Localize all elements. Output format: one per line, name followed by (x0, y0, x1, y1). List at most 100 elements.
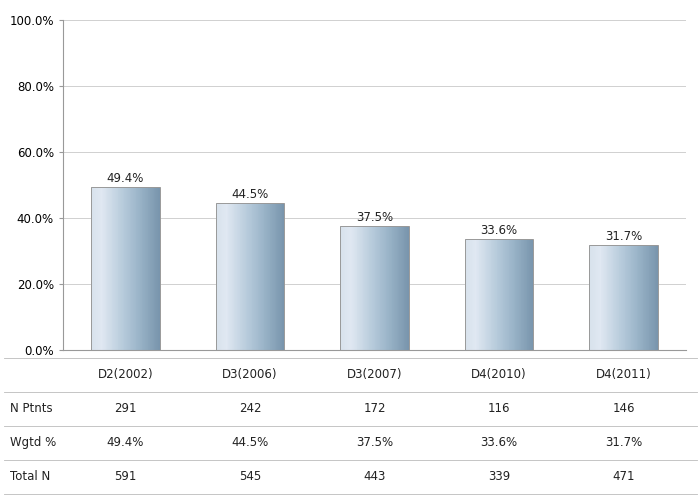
Bar (627, 246, 628, 350)
Bar (247, 203, 248, 350)
Bar (506, 239, 507, 350)
Bar (465, 239, 533, 350)
Bar (126, 187, 127, 350)
Bar (148, 187, 149, 350)
Bar (370, 226, 371, 350)
Text: 172: 172 (363, 402, 386, 415)
Bar (621, 246, 622, 350)
Bar (257, 203, 258, 350)
Bar (629, 246, 630, 350)
Bar (242, 203, 243, 350)
Bar (624, 246, 625, 350)
Bar (139, 187, 140, 350)
Bar (347, 226, 348, 350)
Bar (531, 239, 532, 350)
Bar (502, 239, 503, 350)
Bar (254, 203, 255, 350)
Bar (653, 246, 654, 350)
Text: 37.5%: 37.5% (356, 436, 393, 449)
Bar (256, 203, 257, 350)
Bar (374, 226, 375, 350)
Bar (642, 246, 643, 350)
Bar (258, 203, 259, 350)
Bar (260, 203, 261, 350)
Bar (377, 226, 378, 350)
Bar (522, 239, 523, 350)
Bar (589, 246, 590, 350)
Bar (269, 203, 270, 350)
Bar (596, 246, 597, 350)
Bar (228, 203, 230, 350)
Bar (650, 246, 651, 350)
Bar (92, 187, 94, 350)
Bar (510, 239, 511, 350)
Bar (635, 246, 636, 350)
Bar (487, 239, 488, 350)
Bar (147, 187, 148, 350)
Bar (272, 203, 273, 350)
Bar (529, 239, 530, 350)
Bar (589, 246, 658, 350)
Bar (259, 203, 260, 350)
Bar (651, 246, 652, 350)
Bar (222, 203, 223, 350)
Bar (490, 239, 491, 350)
Bar (244, 203, 245, 350)
Bar (491, 239, 492, 350)
Bar (626, 246, 627, 350)
Bar (469, 239, 470, 350)
Bar (140, 187, 141, 350)
Bar (103, 187, 104, 350)
Bar (102, 187, 103, 350)
Bar (157, 187, 158, 350)
Bar (236, 203, 237, 350)
Bar (619, 246, 620, 350)
Bar (393, 226, 394, 350)
Bar (525, 239, 526, 350)
Bar (382, 226, 383, 350)
Bar (149, 187, 150, 350)
Bar (217, 203, 218, 350)
Bar (633, 246, 634, 350)
Bar (498, 239, 499, 350)
Bar (245, 203, 246, 350)
Bar (132, 187, 133, 350)
Bar (477, 239, 479, 350)
Bar (528, 239, 529, 350)
Bar (235, 203, 236, 350)
Bar (114, 187, 115, 350)
Bar (366, 226, 367, 350)
Bar (224, 203, 225, 350)
Text: 545: 545 (239, 470, 261, 483)
Bar (401, 226, 402, 350)
Text: 49.4%: 49.4% (106, 172, 144, 184)
Bar (364, 226, 365, 350)
Bar (144, 187, 145, 350)
Bar (643, 246, 644, 350)
Bar (524, 239, 525, 350)
Bar (657, 246, 658, 350)
Bar (598, 246, 599, 350)
Bar (639, 246, 640, 350)
Bar (367, 226, 368, 350)
Bar (504, 239, 505, 350)
Bar (640, 246, 641, 350)
Bar (239, 203, 241, 350)
Bar (476, 239, 477, 350)
Bar (496, 239, 498, 350)
Bar (216, 203, 284, 350)
Bar (94, 187, 95, 350)
Bar (390, 226, 391, 350)
Bar (121, 187, 122, 350)
Bar (274, 203, 276, 350)
Bar (640, 246, 642, 350)
Bar (145, 187, 146, 350)
Bar (253, 203, 254, 350)
Bar (519, 239, 521, 350)
Bar (473, 239, 475, 350)
Bar (371, 226, 372, 350)
Bar (97, 187, 98, 350)
Bar (378, 226, 379, 350)
Bar (137, 187, 138, 350)
Bar (645, 246, 646, 350)
